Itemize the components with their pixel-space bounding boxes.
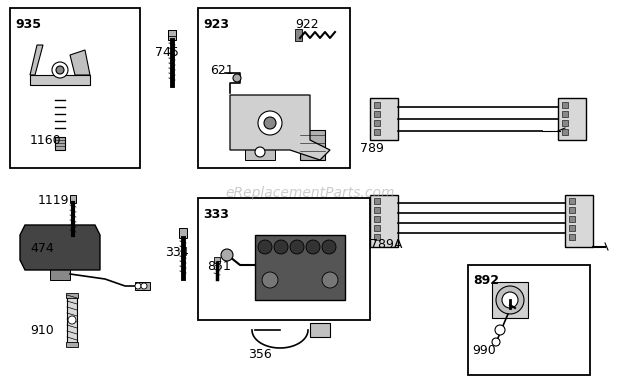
Bar [569, 225, 575, 231]
Bar [569, 207, 575, 213]
Bar [468, 265, 590, 375]
Bar [66, 342, 78, 347]
Bar [66, 293, 78, 298]
Bar [374, 216, 380, 222]
Bar [569, 216, 575, 222]
Bar [562, 120, 568, 126]
Bar [370, 195, 398, 247]
Polygon shape [30, 75, 90, 85]
Circle shape [233, 74, 241, 82]
Bar [40, 225, 50, 233]
Bar [179, 228, 187, 238]
Text: 474: 474 [30, 241, 54, 254]
Bar [562, 111, 568, 117]
Bar [370, 98, 398, 140]
Text: 935: 935 [15, 17, 41, 30]
Text: 356: 356 [248, 348, 272, 362]
Polygon shape [70, 50, 90, 75]
Circle shape [492, 338, 500, 346]
Bar [245, 145, 275, 160]
Circle shape [258, 111, 282, 135]
Text: 334: 334 [165, 246, 188, 258]
Circle shape [495, 325, 505, 335]
Bar [374, 120, 380, 126]
Circle shape [221, 249, 233, 261]
Bar [374, 129, 380, 135]
Circle shape [68, 316, 76, 324]
Text: 1119: 1119 [38, 194, 69, 206]
Circle shape [56, 66, 64, 74]
Circle shape [306, 240, 320, 254]
Circle shape [322, 240, 336, 254]
Text: eReplacementParts.com: eReplacementParts.com [225, 186, 395, 199]
Circle shape [135, 283, 141, 289]
Bar [214, 257, 220, 263]
Bar [562, 129, 568, 135]
Text: 1160: 1160 [30, 134, 61, 147]
Text: 910: 910 [30, 323, 54, 336]
Bar [168, 30, 176, 40]
Bar [558, 98, 586, 140]
Bar [562, 102, 568, 108]
Bar [374, 234, 380, 240]
Bar [374, 198, 380, 204]
Text: 851: 851 [207, 261, 231, 273]
Bar [310, 323, 330, 337]
Bar [565, 195, 593, 247]
Bar [10, 8, 140, 168]
Circle shape [502, 292, 518, 308]
Circle shape [322, 272, 338, 288]
Bar [255, 235, 345, 300]
Text: 789: 789 [360, 142, 384, 154]
Bar [55, 137, 65, 150]
Text: 745: 745 [155, 45, 179, 59]
Bar [295, 29, 302, 41]
Text: 923: 923 [203, 17, 229, 30]
Circle shape [141, 283, 147, 289]
Circle shape [496, 286, 524, 314]
Bar [374, 225, 380, 231]
Circle shape [264, 117, 276, 129]
Bar [50, 268, 70, 280]
Bar [374, 207, 380, 213]
Polygon shape [230, 95, 330, 160]
Bar [62, 225, 72, 233]
Bar [198, 8, 350, 168]
Circle shape [290, 240, 304, 254]
Bar [492, 282, 528, 318]
Circle shape [262, 272, 278, 288]
Circle shape [52, 62, 68, 78]
Bar [67, 295, 77, 345]
Text: 621: 621 [210, 64, 234, 77]
Text: 892: 892 [473, 275, 499, 288]
Text: 333: 333 [203, 208, 229, 221]
Bar [135, 282, 150, 290]
Text: 990: 990 [472, 343, 496, 357]
Bar [374, 102, 380, 108]
Bar [300, 130, 325, 160]
Bar [569, 234, 575, 240]
Polygon shape [20, 225, 100, 270]
Circle shape [274, 240, 288, 254]
Text: 789A: 789A [370, 238, 402, 251]
Polygon shape [30, 45, 43, 75]
Circle shape [258, 240, 272, 254]
Circle shape [255, 147, 265, 157]
Bar [374, 111, 380, 117]
Bar [198, 198, 370, 320]
Text: 922: 922 [295, 18, 319, 32]
Bar [569, 198, 575, 204]
Bar [70, 195, 76, 203]
